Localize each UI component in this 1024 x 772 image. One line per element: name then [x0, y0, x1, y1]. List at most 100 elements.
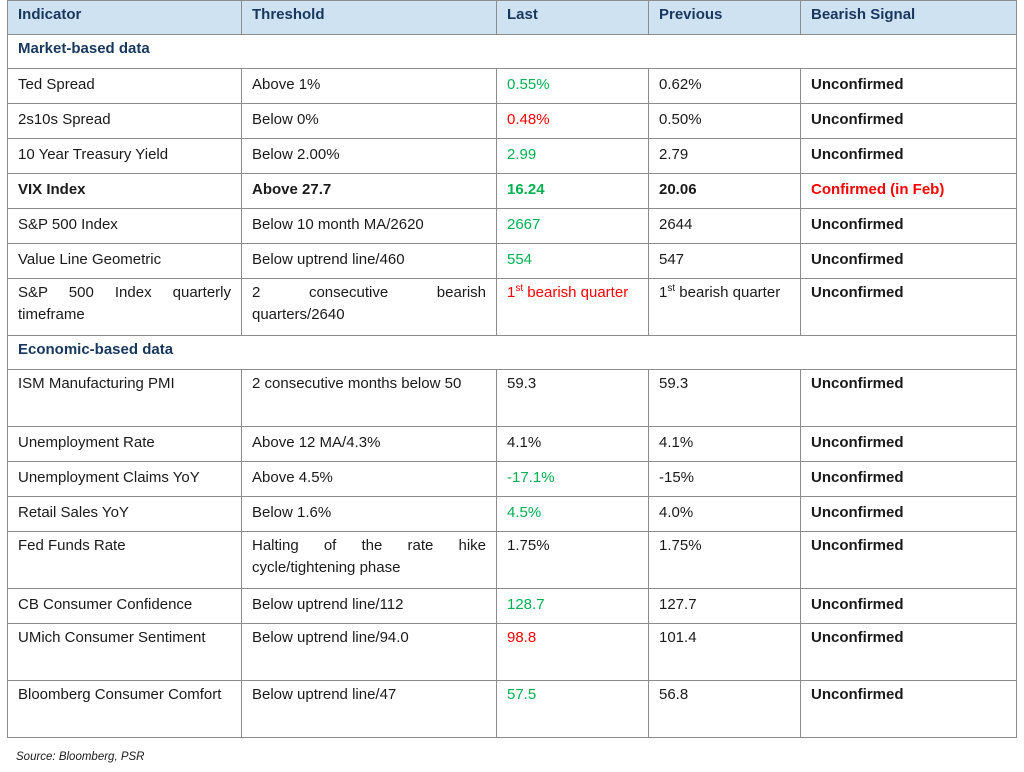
bearish-signal-table: Indicator Threshold Last Previous Bearis… [7, 0, 1017, 738]
cell-indicator: ISM Manufacturing PMI [7, 369, 242, 427]
cell-bearish-signal: Unconfirmed [800, 623, 1017, 681]
table-row: Unemployment Claims YoY Above 4.5% -17.1% -… [7, 461, 1017, 497]
cell-previous: 0.62% [648, 68, 801, 104]
cell-indicator: 2s10s Spread [7, 103, 242, 139]
cell-last: 4.1% [496, 426, 649, 462]
ordinal-number: 1 [507, 284, 516, 301]
cell-threshold: Above 12 MA/4.3% [241, 426, 497, 462]
header-last: Last [496, 0, 649, 35]
cell-previous: -15% [648, 461, 801, 497]
table-row: S&P 500 Index quarterly timeframe 2 conse… [7, 278, 1017, 336]
table-row: 2s10s Spread Below 0% 0.48% 0.50% Unconfirme… [7, 103, 1017, 139]
section-title: Economic-based data [7, 335, 1017, 370]
table-row: Ted Spread Above 1% 0.55% 0.62% Unconfirmed [7, 68, 1017, 104]
cell-last: 4.5% [496, 496, 649, 532]
table-body: Market-based data Ted Spread Above 1% 0.55%… [7, 34, 1017, 738]
cell-bearish-signal: Unconfirmed [800, 531, 1017, 589]
table-row: Fed Funds Rate Halting of the rate hike c… [7, 531, 1017, 589]
cell-bearish-signal: Confirmed (in Feb) [800, 173, 1017, 209]
table-header-row: Indicator Threshold Last Previous Bearis… [7, 0, 1017, 35]
cell-threshold: Below 0% [241, 103, 497, 139]
table-row: S&P 500 Index Below 10 month MA/2620 2667 2… [7, 208, 1017, 244]
cell-threshold: Below 2.00% [241, 138, 497, 174]
cell-previous: 1.75% [648, 531, 801, 589]
cell-threshold: 2 consecutive bearish quarters/2640 [241, 278, 497, 336]
cell-last: 59.3 [496, 369, 649, 427]
table-row: 10 Year Treasury Yield Below 2.00% 2.99 2.7… [7, 138, 1017, 174]
cell-bearish-signal: Unconfirmed [800, 243, 1017, 279]
cell-indicator: Ted Spread [7, 68, 242, 104]
cell-previous: 0.50% [648, 103, 801, 139]
source-note: Source: Bloomberg, PSR [16, 751, 145, 763]
cell-bearish-signal: Unconfirmed [800, 461, 1017, 497]
table-row: Unemployment Rate Above 12 MA/4.3% 4.1% 4.1… [7, 426, 1017, 462]
section-header-row: Economic-based data [7, 335, 1017, 370]
cell-threshold: 2 consecutive months below 50 [241, 369, 497, 427]
cell-bearish-signal: Unconfirmed [800, 588, 1017, 624]
cell-last: 1.75% [496, 531, 649, 589]
cell-previous: 2644 [648, 208, 801, 244]
ordinal-number: 1 [659, 284, 668, 301]
cell-last: 0.55% [496, 68, 649, 104]
cell-last: 1st bearish quarter [496, 278, 649, 336]
cell-indicator: S&P 500 Index quarterly timeframe [7, 278, 242, 336]
cell-indicator: Fed Funds Rate [7, 531, 242, 589]
cell-previous: 4.0% [648, 496, 801, 532]
ordinal-suffix: st [667, 283, 676, 294]
cell-indicator: 10 Year Treasury Yield [7, 138, 242, 174]
cell-bearish-signal: Unconfirmed [800, 103, 1017, 139]
last-value: bearish quarter [523, 284, 629, 301]
cell-threshold: Below uptrend line/94.0 [241, 623, 497, 681]
cell-threshold: Above 27.7 [241, 173, 497, 209]
cell-previous: 20.06 [648, 173, 801, 209]
table-row: CB Consumer Confidence Below uptrend line… [7, 588, 1017, 624]
cell-indicator: Unemployment Rate [7, 426, 242, 462]
table-row: UMich Consumer Sentiment Below uptrend li… [7, 623, 1017, 681]
cell-indicator: S&P 500 Index [7, 208, 242, 244]
cell-indicator: UMich Consumer Sentiment [7, 623, 242, 681]
cell-bearish-signal: Unconfirmed [800, 138, 1017, 174]
cell-previous: 59.3 [648, 369, 801, 427]
table-row: Retail Sales YoY Below 1.6% 4.5% 4.0% Unconf… [7, 496, 1017, 532]
cell-threshold: Above 1% [241, 68, 497, 104]
cell-threshold: Below uptrend line/460 [241, 243, 497, 279]
cell-threshold: Below 10 month MA/2620 [241, 208, 497, 244]
cell-indicator: Value Line Geometric [7, 243, 242, 279]
cell-bearish-signal: Unconfirmed [800, 278, 1017, 336]
cell-bearish-signal: Unconfirmed [800, 369, 1017, 427]
cell-previous: 127.7 [648, 588, 801, 624]
cell-threshold: Above 4.5% [241, 461, 497, 497]
ordinal-suffix: st [515, 283, 524, 294]
cell-indicator: VIX Index [7, 173, 242, 209]
cell-indicator: Retail Sales YoY [7, 496, 242, 532]
section-title: Market-based data [7, 34, 1017, 69]
previous-value: bearish quarter [675, 284, 781, 301]
table-row: VIX Index Above 27.7 16.24 20.06 Confirmed (… [7, 173, 1017, 209]
cell-last: 57.5 [496, 680, 649, 738]
cell-last: 16.24 [496, 173, 649, 209]
header-previous: Previous [648, 0, 801, 35]
cell-last: -17.1% [496, 461, 649, 497]
cell-previous: 1st bearish quarter [648, 278, 801, 336]
cell-bearish-signal: Unconfirmed [800, 68, 1017, 104]
header-bearish-signal: Bearish Signal [800, 0, 1017, 35]
cell-bearish-signal: Unconfirmed [800, 426, 1017, 462]
cell-last: 0.48% [496, 103, 649, 139]
cell-threshold: Below uptrend line/47 [241, 680, 497, 738]
cell-previous: 56.8 [648, 680, 801, 738]
cell-last: 554 [496, 243, 649, 279]
cell-last: 2.99 [496, 138, 649, 174]
table-row: Bloomberg Consumer Comfort Below uptrend … [7, 680, 1017, 738]
cell-threshold: Below 1.6% [241, 496, 497, 532]
cell-indicator: Unemployment Claims YoY [7, 461, 242, 497]
cell-last: 98.8 [496, 623, 649, 681]
cell-previous: 547 [648, 243, 801, 279]
cell-indicator: Bloomberg Consumer Comfort [7, 680, 242, 738]
cell-last: 2667 [496, 208, 649, 244]
header-threshold: Threshold [241, 0, 497, 35]
table-row: Value Line Geometric Below uptrend line/4… [7, 243, 1017, 279]
cell-threshold: Below uptrend line/112 [241, 588, 497, 624]
cell-bearish-signal: Unconfirmed [800, 680, 1017, 738]
cell-bearish-signal: Unconfirmed [800, 496, 1017, 532]
